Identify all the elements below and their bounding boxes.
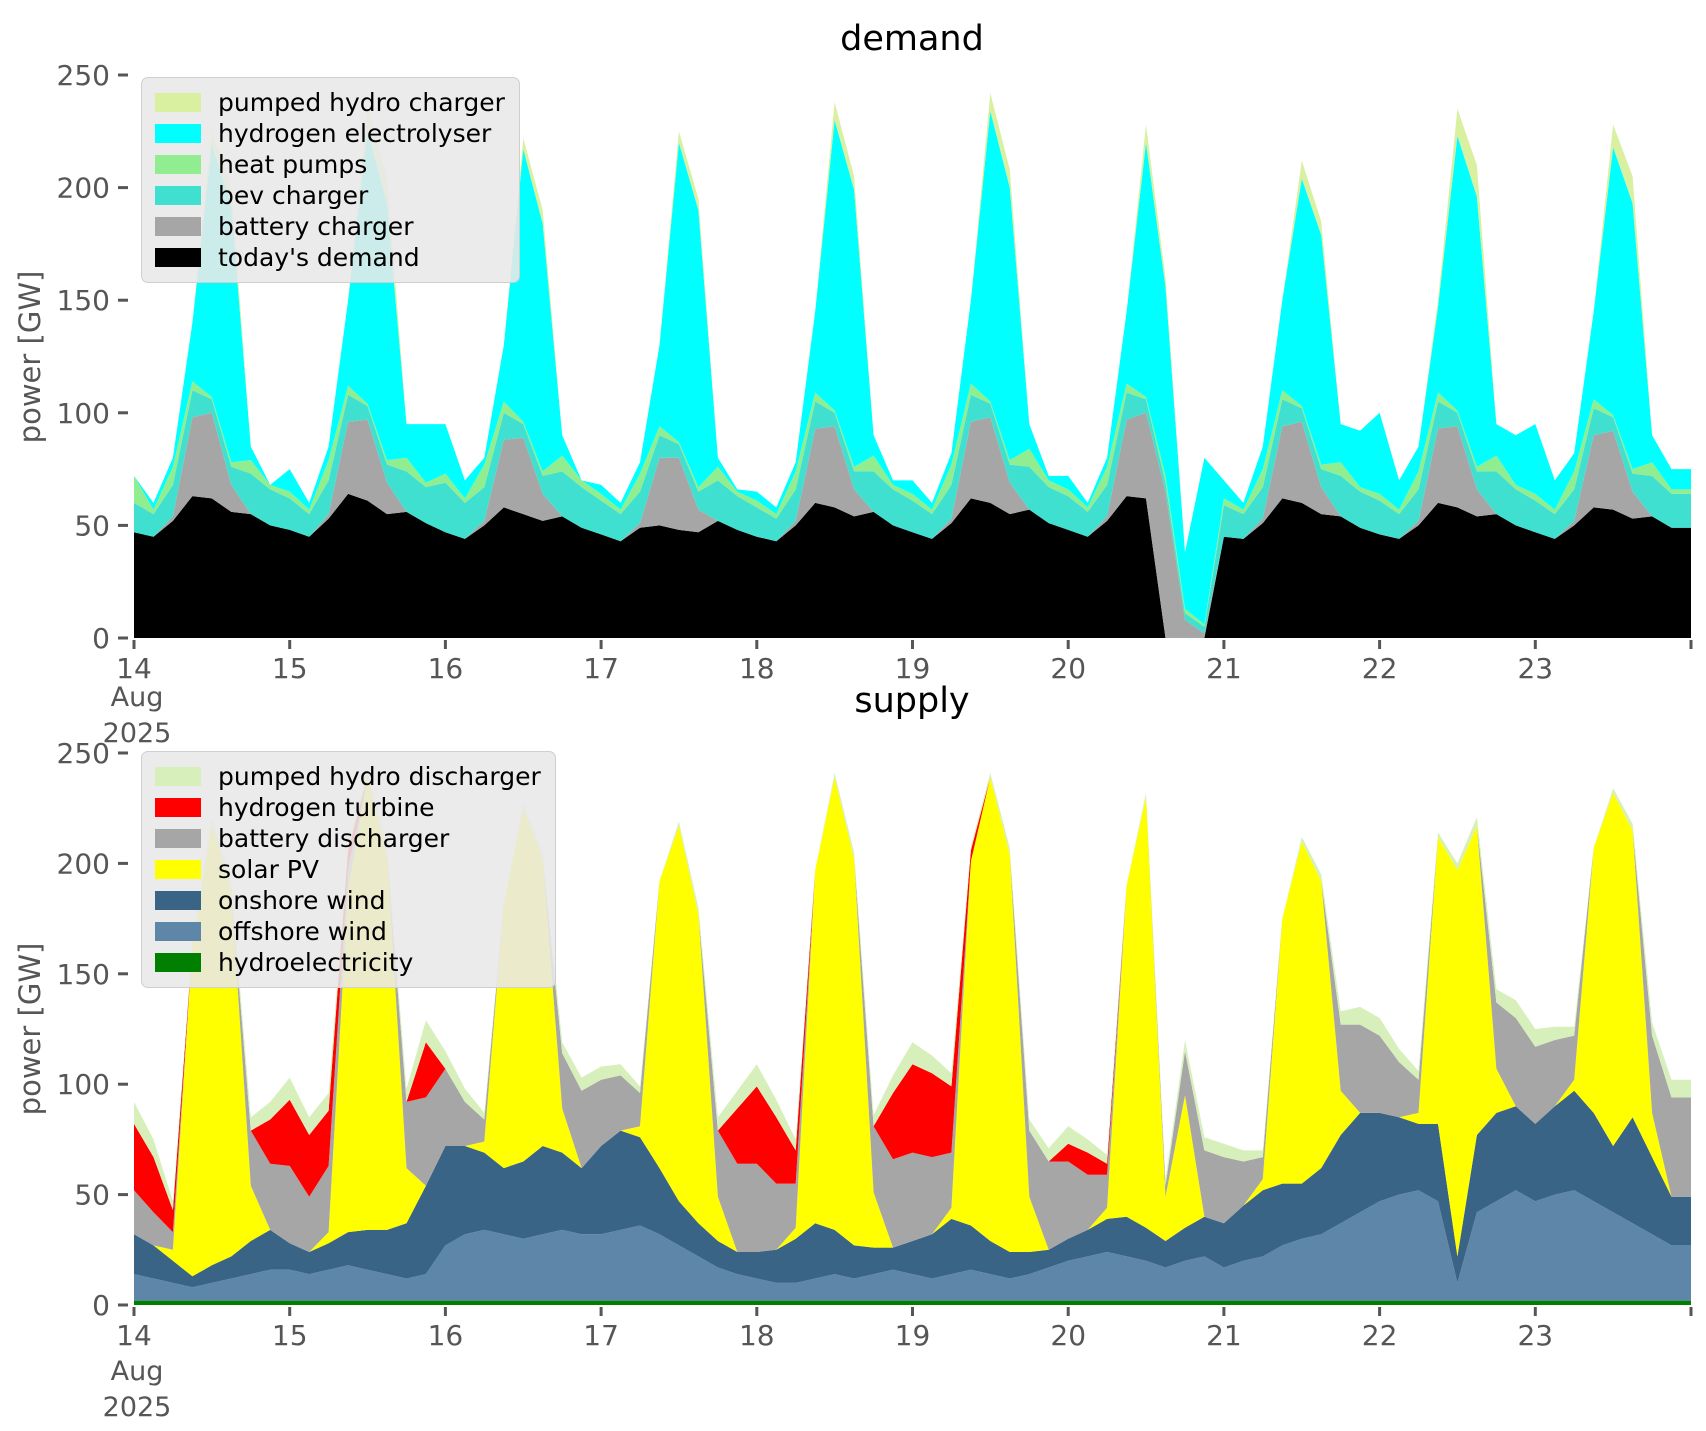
demand-x-offset-month: Aug <box>111 682 164 713</box>
legend-item-bev-charger: bev charger <box>155 180 505 211</box>
y-tick-label: 100 <box>57 397 110 430</box>
demand-y-axis-label: power [GW] <box>13 271 47 444</box>
y-tick-label: 50 <box>74 509 110 542</box>
x-tick-label: 21 <box>1206 1319 1242 1352</box>
demand-chart: 0 50 100 150 200 250 14 15 16 17 18 19 20 21 22 23 dema… <box>13 19 1693 749</box>
legend-swatch <box>155 248 201 267</box>
area-hydrogen-turbine <box>134 777 1691 1233</box>
legend-label: bev charger <box>218 181 369 210</box>
legend-label: hydrogen turbine <box>218 793 435 822</box>
x-tick-label: 17 <box>583 652 619 685</box>
area-hydrogen-electrolyser <box>134 111 1691 625</box>
x-tick-label: 17 <box>583 1319 619 1352</box>
y-tick-label: 0 <box>92 622 110 655</box>
area-battery-charger <box>134 412 1691 638</box>
demand-axes: 0 50 100 150 200 250 14 15 16 17 18 19 20 21 22 23 <box>57 59 1693 685</box>
legend-swatch <box>155 93 201 112</box>
legend-label: onshore wind <box>218 886 386 915</box>
legend-label: pumped hydro charger <box>218 88 505 117</box>
supply-legend: pumped hydro discharger hydrogen turbine b… <box>141 751 556 988</box>
legend-swatch <box>155 767 201 786</box>
legend-swatch <box>155 798 201 817</box>
area-bev-charger <box>134 390 1691 634</box>
demand-legend: pumped hydro charger hydrogen electrolyse… <box>141 77 520 283</box>
supply-x-offset-year: 2025 <box>103 1392 172 1423</box>
legend-swatch <box>155 124 201 143</box>
y-tick-label: 150 <box>57 284 110 317</box>
demand-areas <box>134 93 1691 638</box>
legend-swatch <box>155 829 201 848</box>
x-tick-label: 23 <box>1517 652 1553 685</box>
legend-item-hydroelectricity: hydroelectricity <box>155 947 541 978</box>
legend-swatch <box>155 217 201 236</box>
area-hydroelectricity <box>134 1300 1691 1305</box>
legend-item-hydrogen-turbine: hydrogen turbine <box>155 792 541 823</box>
y-tick-label: 250 <box>57 737 110 770</box>
area-battery-discharger <box>134 777 1691 1252</box>
legend-swatch <box>155 186 201 205</box>
legend-label: hydrogen electrolyser <box>218 119 492 148</box>
legend-swatch <box>155 860 201 879</box>
y-tick-label: 200 <box>57 172 110 205</box>
legend-swatch <box>155 155 201 174</box>
legend-swatch <box>155 953 201 972</box>
legend-label: hydroelectricity <box>218 948 414 977</box>
x-tick-label: 20 <box>1050 652 1086 685</box>
x-tick-label: 15 <box>272 1319 308 1352</box>
x-tick-label: 20 <box>1050 1319 1086 1352</box>
legend-item-onshore-wind: onshore wind <box>155 885 541 916</box>
y-tick-label: 250 <box>57 59 110 92</box>
legend-item-today-s-demand: today's demand <box>155 242 505 273</box>
area-onshore-wind <box>134 1090 1691 1288</box>
x-tick-label: 19 <box>895 652 931 685</box>
legend-item-offshore-wind: offshore wind <box>155 916 541 947</box>
legend-swatch <box>155 922 201 941</box>
supply-chart-title: supply <box>854 681 969 721</box>
legend-label: pumped hydro discharger <box>218 762 541 791</box>
x-tick-label: 15 <box>272 652 308 685</box>
legend-label: heat pumps <box>218 150 368 179</box>
legend-item-pumped-hydro-discharger: pumped hydro discharger <box>155 761 541 792</box>
legend-item-battery-discharger: battery discharger <box>155 823 541 854</box>
x-tick-label: 22 <box>1362 1319 1398 1352</box>
y-tick-label: 100 <box>57 1068 110 1101</box>
x-tick-label: 21 <box>1206 652 1242 685</box>
legend-label: today's demand <box>218 243 420 272</box>
legend-item-pumped-hydro-charger: pumped hydro charger <box>155 87 505 118</box>
x-tick-label: 22 <box>1362 652 1398 685</box>
legend-label: solar PV <box>218 855 319 884</box>
supply-axes: 0 50 100 150 200 250 14 15 16 17 18 19 20 21 22 23 <box>57 737 1693 1352</box>
legend-label: battery discharger <box>218 824 450 853</box>
legend-item-battery-charger: battery charger <box>155 211 505 242</box>
demand-x-offset-year: 2025 <box>103 718 172 749</box>
y-tick-label: 0 <box>92 1289 110 1322</box>
area-offshore-wind <box>134 1190 1691 1301</box>
legend-label: battery charger <box>218 212 414 241</box>
supply-y-axis-label: power [GW] <box>13 943 47 1116</box>
x-tick-label: 14 <box>116 1319 152 1352</box>
supply-x-offset-month: Aug <box>111 1356 164 1387</box>
legend-item-solar-pv: solar PV <box>155 854 541 885</box>
legend-item-heat-pumps: heat pumps <box>155 149 505 180</box>
y-tick-label: 200 <box>57 847 110 880</box>
x-tick-label: 18 <box>739 652 775 685</box>
y-tick-label: 150 <box>57 958 110 991</box>
x-tick-label: 18 <box>739 1319 775 1352</box>
legend-item-hydrogen-electrolyser: hydrogen electrolyser <box>155 118 505 149</box>
x-tick-label: 16 <box>428 652 464 685</box>
area-today-s-demand <box>134 493 1691 638</box>
x-tick-label: 23 <box>1517 1319 1553 1352</box>
legend-swatch <box>155 891 201 910</box>
demand-chart-title: demand <box>840 19 984 59</box>
x-tick-label: 14 <box>116 652 152 685</box>
y-tick-label: 50 <box>74 1179 110 1212</box>
x-tick-label: 19 <box>895 1319 931 1352</box>
x-tick-label: 16 <box>428 1319 464 1352</box>
legend-label: offshore wind <box>218 917 387 946</box>
